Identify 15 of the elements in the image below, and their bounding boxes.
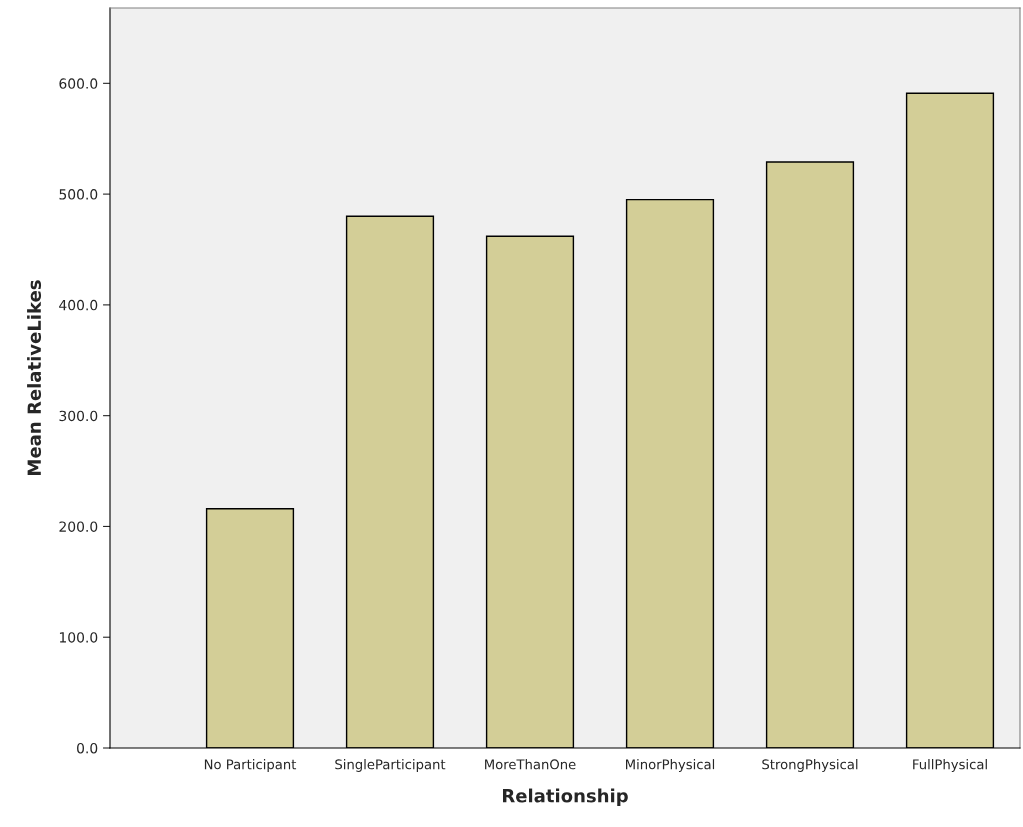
y-tick-label: 300.0	[59, 410, 98, 422]
x-axis-title: Relationship	[503, 788, 628, 807]
x-tick-label: FullPhysical	[913, 759, 987, 772]
y-tick-label: 500.0	[59, 189, 98, 200]
x-tick-label: No Participant	[204, 759, 297, 772]
x-tick-label: StrongPhysical	[762, 759, 858, 772]
y-tick-label: 100.0	[59, 632, 98, 643]
y-axis-title: Mean RelativeLikes	[27, 280, 42, 475]
y-tick-label: 200.0	[59, 521, 98, 532]
x-tick-label: SingleParticipant	[335, 759, 446, 772]
y-tick-label: 400.0	[59, 299, 98, 311]
x-tick-label: MinorPhysical	[626, 759, 715, 772]
y-tick-label: 600.0	[59, 78, 98, 89]
x-tick-label: MoreThanOne	[485, 759, 576, 770]
y-tick-label: 0.0	[77, 742, 98, 754]
